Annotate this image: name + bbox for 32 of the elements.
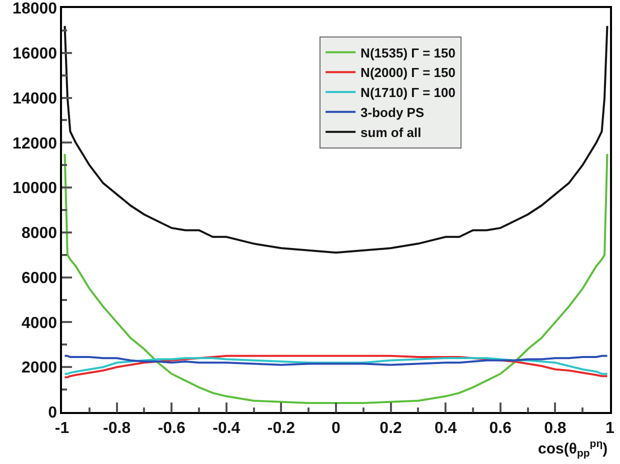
line-series — [64, 354, 608, 366]
x-tick-label: -0.2 — [267, 420, 296, 437]
legend-label: 3-body PS — [360, 105, 424, 120]
x-tick-label: 0 — [332, 420, 341, 437]
x-tick-label: 1 — [606, 420, 615, 437]
x-tick-label: -0.4 — [212, 420, 240, 437]
y-tick-label: 12000 — [12, 135, 58, 152]
y-tick-label: 0 — [48, 404, 58, 422]
x-tick-label: 0.6 — [489, 420, 512, 437]
y-tick-label: 8000 — [21, 225, 58, 242]
x-tick-label: 0.4 — [434, 420, 457, 437]
line-series — [64, 357, 608, 375]
x-tick-label: -1 — [54, 420, 70, 437]
legend-label: sum of all — [360, 124, 422, 140]
legend-label: N(2000) Γ = 150 — [360, 65, 456, 80]
y-tick-label: 10000 — [12, 180, 58, 198]
legend-label: N(1710) Γ = 100 — [360, 85, 456, 100]
y-tick-label: 16000 — [12, 45, 58, 62]
y-tick-label: 18000 — [12, 0, 58, 18]
x-tick-label: -0.8 — [103, 420, 131, 437]
line-series — [64, 24, 608, 254]
x-tick-label: -0.6 — [158, 420, 186, 437]
y-tick-label: 6000 — [21, 270, 58, 287]
legend-label: N(1535) Γ = 150 — [360, 45, 456, 60]
x-tick-label: 0.8 — [544, 420, 566, 437]
x-tick-label: 0.2 — [380, 420, 402, 437]
line-series — [64, 152, 608, 404]
y-tick-label: 2000 — [21, 360, 58, 377]
line-series — [64, 354, 608, 378]
y-tick-label: 4000 — [21, 314, 58, 332]
y-tick-label: 14000 — [12, 90, 58, 108]
x-axis-title: cos(θ$_{pp}$$^{pη}$) — [538, 438, 608, 460]
